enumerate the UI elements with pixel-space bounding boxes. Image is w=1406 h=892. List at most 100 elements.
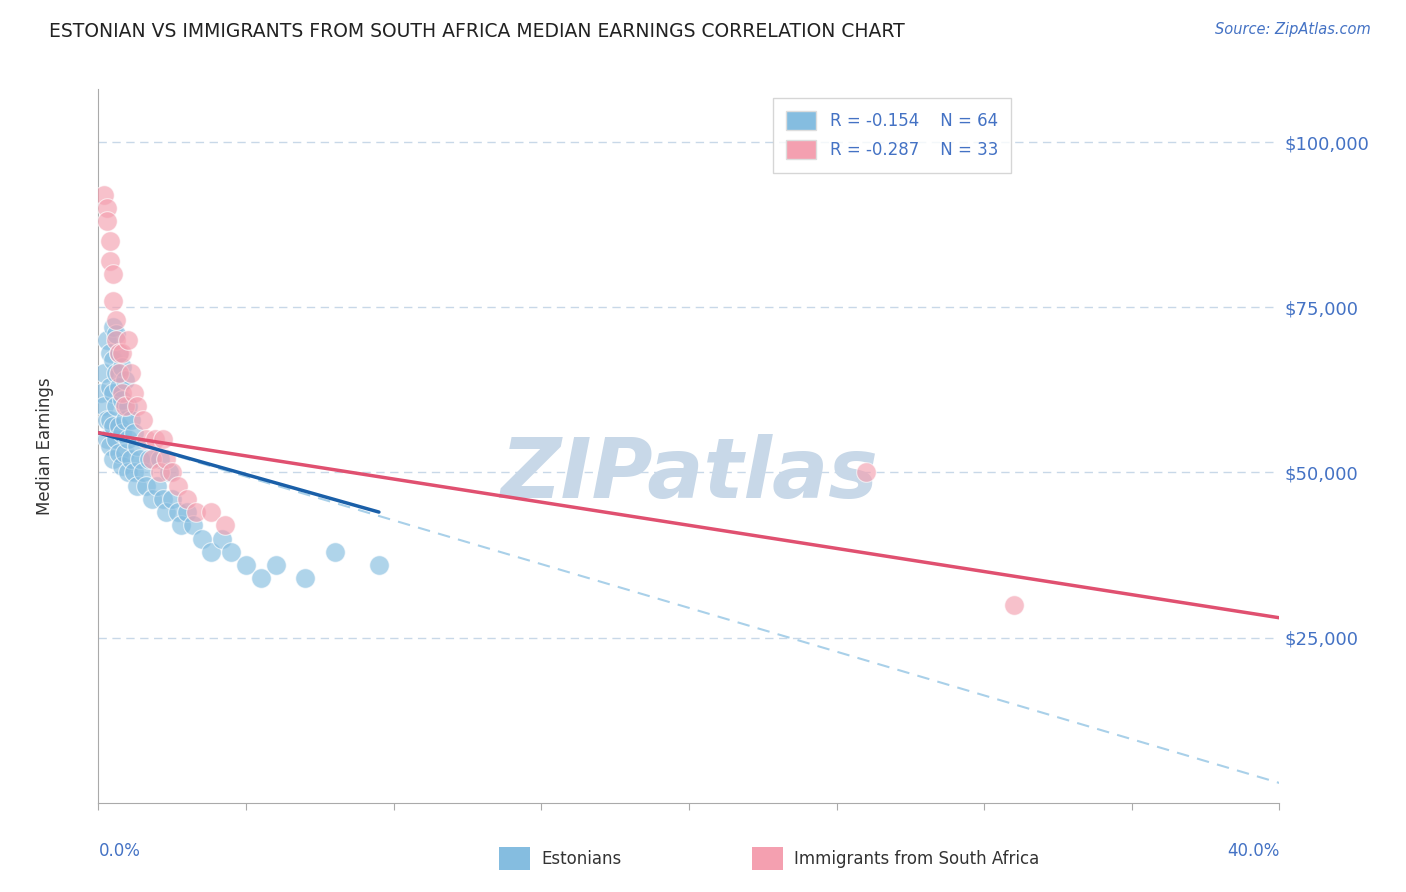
Point <box>108 346 131 360</box>
Point <box>111 359 134 374</box>
Text: Immigrants from South Africa: Immigrants from South Africa <box>794 850 1039 868</box>
Point <box>1002 598 1025 612</box>
Point <box>323 545 346 559</box>
Point <box>103 320 125 334</box>
Point <box>152 433 174 447</box>
Point <box>146 478 169 492</box>
Point <box>120 452 142 467</box>
Point <box>93 188 115 202</box>
Point <box>114 400 136 414</box>
Point <box>125 439 148 453</box>
Point <box>108 445 131 459</box>
Point <box>157 466 180 480</box>
Point <box>117 433 139 447</box>
Point <box>120 367 142 381</box>
Point <box>132 466 155 480</box>
Point <box>162 466 183 480</box>
Point <box>117 333 139 347</box>
Point <box>135 433 157 447</box>
Point <box>138 452 160 467</box>
Point <box>191 532 214 546</box>
Text: 40.0%: 40.0% <box>1227 842 1279 860</box>
Point <box>250 571 273 585</box>
Point <box>105 326 128 341</box>
Point <box>103 267 125 281</box>
Point <box>200 505 222 519</box>
Point <box>114 445 136 459</box>
Point <box>132 412 155 426</box>
Point <box>98 412 121 426</box>
Point <box>103 353 125 368</box>
Point <box>105 313 128 327</box>
Point <box>111 386 134 401</box>
Point <box>181 518 204 533</box>
Point <box>98 379 121 393</box>
Legend: R = -0.154    N = 64, R = -0.287    N = 33: R = -0.154 N = 64, R = -0.287 N = 33 <box>773 97 1011 173</box>
Point <box>111 425 134 440</box>
Text: Median Earnings: Median Earnings <box>37 377 55 515</box>
Point <box>149 452 172 467</box>
Point <box>135 478 157 492</box>
Point <box>141 491 163 506</box>
Point <box>141 452 163 467</box>
Point <box>105 400 128 414</box>
Point <box>125 478 148 492</box>
Point <box>214 518 236 533</box>
Point <box>96 201 118 215</box>
Text: 0.0%: 0.0% <box>98 842 141 860</box>
Point <box>167 505 190 519</box>
Point <box>108 367 131 381</box>
Point <box>98 346 121 360</box>
Point <box>108 419 131 434</box>
Point <box>103 386 125 401</box>
Point <box>96 433 118 447</box>
Point <box>114 373 136 387</box>
Point <box>235 558 257 572</box>
Point <box>103 293 125 308</box>
Point <box>103 419 125 434</box>
Point <box>111 346 134 360</box>
Point <box>155 505 177 519</box>
Point <box>294 571 316 585</box>
Point <box>114 412 136 426</box>
Point <box>117 400 139 414</box>
Point <box>98 234 121 248</box>
Point <box>90 386 112 401</box>
Point <box>111 458 134 473</box>
Point <box>96 214 118 228</box>
Point <box>170 518 193 533</box>
Point <box>855 466 877 480</box>
Point <box>98 439 121 453</box>
Point <box>167 478 190 492</box>
Point <box>105 433 128 447</box>
Point <box>105 367 128 381</box>
Point <box>93 400 115 414</box>
Point <box>117 466 139 480</box>
Point <box>219 545 242 559</box>
Point <box>152 491 174 506</box>
Point <box>96 412 118 426</box>
Point <box>98 254 121 268</box>
Point <box>128 452 150 467</box>
Point <box>122 466 145 480</box>
Point <box>162 491 183 506</box>
Point <box>108 346 131 360</box>
Point <box>111 392 134 407</box>
Point <box>125 400 148 414</box>
Point <box>264 558 287 572</box>
Point <box>96 333 118 347</box>
Point <box>200 545 222 559</box>
Point <box>93 367 115 381</box>
Point <box>176 505 198 519</box>
Point <box>143 433 166 447</box>
Point <box>368 558 391 572</box>
Text: Source: ZipAtlas.com: Source: ZipAtlas.com <box>1215 22 1371 37</box>
Point <box>149 466 172 480</box>
Text: ZIPatlas: ZIPatlas <box>501 434 877 515</box>
Point <box>155 452 177 467</box>
Point <box>103 452 125 467</box>
Text: Estonians: Estonians <box>541 850 621 868</box>
Point <box>105 333 128 347</box>
Text: ESTONIAN VS IMMIGRANTS FROM SOUTH AFRICA MEDIAN EARNINGS CORRELATION CHART: ESTONIAN VS IMMIGRANTS FROM SOUTH AFRICA… <box>49 22 905 41</box>
Point <box>120 412 142 426</box>
